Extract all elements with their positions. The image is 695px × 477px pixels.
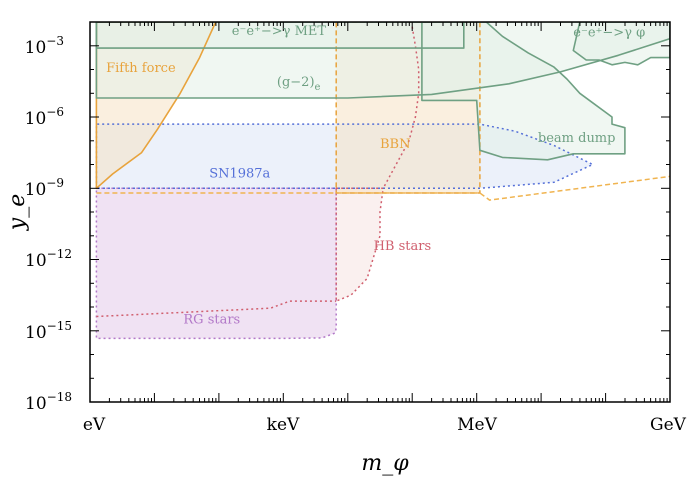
- y-tick-label-1e-12: 10−12: [25, 247, 72, 271]
- x-tick-label-gev: GeV: [650, 415, 687, 435]
- x-tick-label-kev: keV: [267, 415, 300, 435]
- y-tick-label-1e-15: 10−15: [25, 319, 72, 343]
- region-label-bbn: BBN: [380, 137, 410, 152]
- region-label-beam-dump: beam dump: [538, 131, 616, 146]
- region-outlines: [95, 22, 670, 340]
- region-outline-sn1987a: [95, 123, 594, 190]
- region-fill-hb-stars: [336, 188, 384, 302]
- region-fill-beam-dump: [421, 22, 625, 160]
- x-axis-title: m_φ: [361, 451, 409, 476]
- region-label-g-2-e: (g−2)e: [277, 75, 321, 93]
- y-tick-label-1e-18: 10−18: [25, 390, 72, 414]
- x-tick-label-mev: MeV: [457, 415, 497, 435]
- y-tick-label-1e-6: 10−6: [25, 105, 64, 129]
- y-tick-label-1e-9: 10−9: [25, 176, 64, 200]
- region-label-fifth-force: Fifth force: [106, 61, 176, 76]
- region-outline-e-e-met: [95, 22, 465, 49]
- region-label-rg-stars: RG stars: [183, 313, 240, 328]
- region-label-hb-stars: HB stars: [374, 239, 432, 254]
- region-fill-e-e-met: [96, 22, 464, 49]
- region-labels: RG stars HB stars SN1987a BBN Fifth force (g−…: [106, 24, 645, 328]
- region-label-e-e-met: e⁻e⁺−>γ MET: [232, 24, 327, 39]
- region-outline-g-2-e: [95, 22, 670, 99]
- exclusion-regions: [96, 22, 670, 339]
- region-label-e-e: e⁻e⁺−>γ φ: [573, 25, 645, 40]
- region-outline-e-e: [572, 22, 670, 66]
- region-outline-fifth-force: [95, 22, 217, 190]
- x-tick-label-ev: eV: [83, 415, 106, 435]
- y-tick-label-1e-3: 10−3: [25, 34, 64, 58]
- axis-ticks: [89, 21, 670, 403]
- region-outline-bbn: [335, 22, 481, 194]
- region-fill-e-e: [573, 22, 670, 65]
- y-axis-title: y_e: [5, 194, 30, 231]
- region-outline-beam-dump: [421, 22, 626, 161]
- region-label-sn1987a: SN1987a: [209, 167, 270, 182]
- y-tick-labels: 10−3 10−6 10−9 10−12 10−15 10−18: [25, 34, 72, 414]
- x-tick-labels: eV keV MeV GeV: [83, 415, 687, 435]
- region-outline-rg-stars: [95, 187, 337, 340]
- region-fill-rg-stars: [96, 188, 337, 339]
